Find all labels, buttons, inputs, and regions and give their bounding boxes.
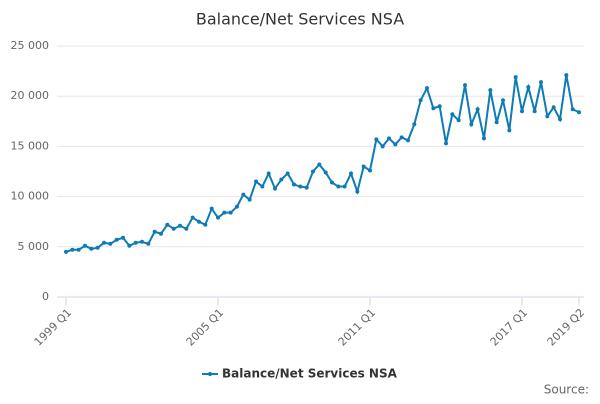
marker [89, 246, 94, 251]
marker [114, 237, 119, 242]
legend-label: Balance/Net Services NSA [222, 367, 398, 381]
marker [273, 186, 277, 191]
marker [412, 122, 417, 127]
marker [482, 136, 486, 141]
marker [545, 114, 550, 119]
marker [292, 182, 296, 187]
marker [178, 223, 182, 228]
marker [444, 141, 448, 146]
marker [108, 241, 113, 246]
marker [532, 109, 537, 114]
x-tick-label: 2005 Q1 [184, 306, 227, 349]
marker [311, 169, 315, 174]
marker [361, 164, 366, 169]
marker [330, 180, 334, 185]
y-tick-label: 20 000 [11, 89, 50, 102]
y-tick-label: 0 [42, 290, 49, 303]
marker [488, 88, 493, 93]
marker [197, 219, 201, 224]
y-tick-label: 25 000 [11, 39, 50, 52]
marker [203, 222, 208, 227]
marker [140, 239, 144, 244]
marker [323, 170, 328, 175]
marker [501, 98, 505, 103]
marker [159, 231, 163, 236]
marker [368, 168, 372, 173]
source: Source: [544, 383, 589, 397]
marker [254, 179, 258, 184]
marker [539, 80, 543, 85]
marker [526, 85, 531, 90]
marker [450, 112, 455, 117]
marker [190, 215, 195, 220]
marker [266, 171, 271, 176]
marker [469, 122, 474, 127]
marker [209, 206, 214, 211]
marker [83, 243, 87, 248]
marker [279, 177, 284, 182]
marker [374, 137, 379, 142]
marker [507, 128, 512, 133]
marker [184, 226, 189, 231]
marker [298, 184, 303, 189]
marker [355, 189, 360, 194]
x-tick-label: 2011 Q1 [336, 306, 379, 349]
marker [463, 83, 467, 88]
marker [171, 226, 176, 231]
marker [342, 184, 347, 189]
x-tick-label: 2019 Q2 [545, 306, 588, 349]
marker [456, 118, 461, 123]
marker [64, 249, 68, 254]
marker [387, 136, 391, 141]
marker [127, 243, 132, 248]
marker [222, 210, 227, 215]
marker [165, 222, 170, 227]
marker [551, 105, 556, 110]
line [65, 74, 580, 253]
marker [216, 215, 220, 220]
marker [475, 107, 480, 112]
marker [121, 235, 125, 240]
marker [133, 240, 138, 245]
marker [437, 104, 442, 109]
marker [564, 73, 569, 78]
x-tick-label: 1999 Q1 [32, 306, 75, 349]
marker [260, 184, 265, 189]
y-tick-label: 5 000 [18, 240, 50, 253]
chart-title: Balance/Net Services NSA [196, 10, 404, 29]
marker [380, 144, 385, 149]
marker [494, 120, 499, 125]
marker [520, 109, 524, 114]
marker [152, 229, 157, 234]
marker [146, 241, 151, 246]
marker [558, 117, 562, 122]
marker [235, 204, 239, 209]
marker [241, 192, 246, 197]
y-tick-label: 10 000 [11, 190, 50, 203]
marker [228, 210, 233, 215]
marker [336, 184, 341, 189]
marker [349, 171, 353, 176]
marker [102, 240, 106, 245]
marker [406, 138, 410, 143]
marker [95, 245, 100, 250]
marker [577, 110, 581, 115]
marker [425, 86, 429, 91]
marker [317, 162, 322, 167]
marker [393, 142, 398, 147]
marker [70, 247, 75, 252]
y-tick-label: 15 000 [11, 139, 50, 152]
marker [285, 171, 290, 176]
marker [76, 247, 81, 252]
legend-marker [208, 372, 212, 376]
marker [418, 98, 423, 103]
marker [513, 75, 518, 80]
marker [304, 185, 309, 190]
x-tick-label: 2017 Q1 [488, 306, 531, 349]
marker [399, 135, 404, 140]
marker [570, 107, 575, 112]
marker [247, 197, 252, 202]
marker [431, 106, 436, 111]
